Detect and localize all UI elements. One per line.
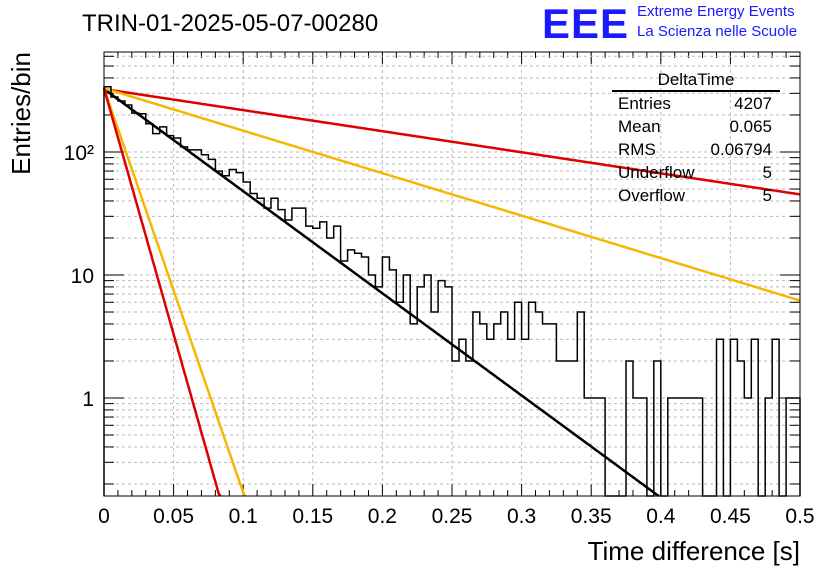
histogram-outline [103, 86, 801, 497]
x-tick-label: 0.25 [432, 505, 473, 528]
x-tick-label: 0.3 [507, 505, 536, 528]
logo-line-2: La Scienza nelle Scuole [637, 23, 798, 40]
x-tick-label: 0.15 [292, 505, 333, 528]
x-tick-label: 0 [98, 505, 110, 528]
x-tick-label: 0.4 [646, 505, 676, 528]
decay-curve [102, 87, 247, 497]
stats-value: 0.065 [729, 117, 772, 136]
decay-curve [103, 87, 801, 302]
decay-curve [103, 87, 801, 196]
x-tick-label: 0.35 [571, 505, 612, 528]
x-tick-label: 0.05 [153, 505, 194, 528]
stats-label: Overflow [618, 186, 686, 205]
stats-value: 5 [762, 186, 772, 205]
stats-value: 4207 [734, 94, 772, 113]
x-tick-label: 0.45 [710, 505, 751, 528]
logo-line-1: Extreme Energy Events [637, 3, 795, 20]
eee-logo: EEE [542, 0, 630, 47]
stats-label: RMS [618, 140, 656, 159]
stats-value: 5 [762, 163, 772, 182]
stats-label: Mean [618, 117, 661, 136]
x-tick-label: 0.1 [229, 505, 258, 528]
run-title: TRIN-01-2025-05-07-00280 [82, 10, 379, 37]
stats-row-rms: RMS 0.06794 [612, 138, 780, 161]
plot-frame-top [103, 51, 801, 497]
y-tick-label: 10 [71, 265, 94, 288]
x-tick-label: 0.2 [368, 505, 397, 528]
stats-box: DeltaTime Entries 4207 Mean 0.065 RMS 0.… [612, 70, 780, 207]
stats-label: Entries [618, 94, 671, 113]
stats-row-mean: Mean 0.065 [612, 115, 780, 138]
stats-row-entries: Entries 4207 [612, 92, 780, 115]
stats-title: DeltaTime [612, 70, 780, 92]
y-tick-label: 1 [82, 388, 94, 411]
stats-row-underflow: Underflow 5 [612, 161, 780, 184]
x-axis-title: Time difference [s] [588, 536, 800, 566]
decay-curve [102, 87, 222, 497]
y-tick-label: 10² [64, 142, 94, 165]
stats-value: 0.06794 [710, 140, 772, 159]
stats-row-overflow: Overflow 5 [612, 184, 780, 207]
decay-curve [103, 88, 660, 498]
x-tick-label: 0.5 [785, 505, 814, 528]
y-axis-title: Entries/bin [6, 52, 36, 175]
stats-label: Underflow [618, 163, 695, 182]
